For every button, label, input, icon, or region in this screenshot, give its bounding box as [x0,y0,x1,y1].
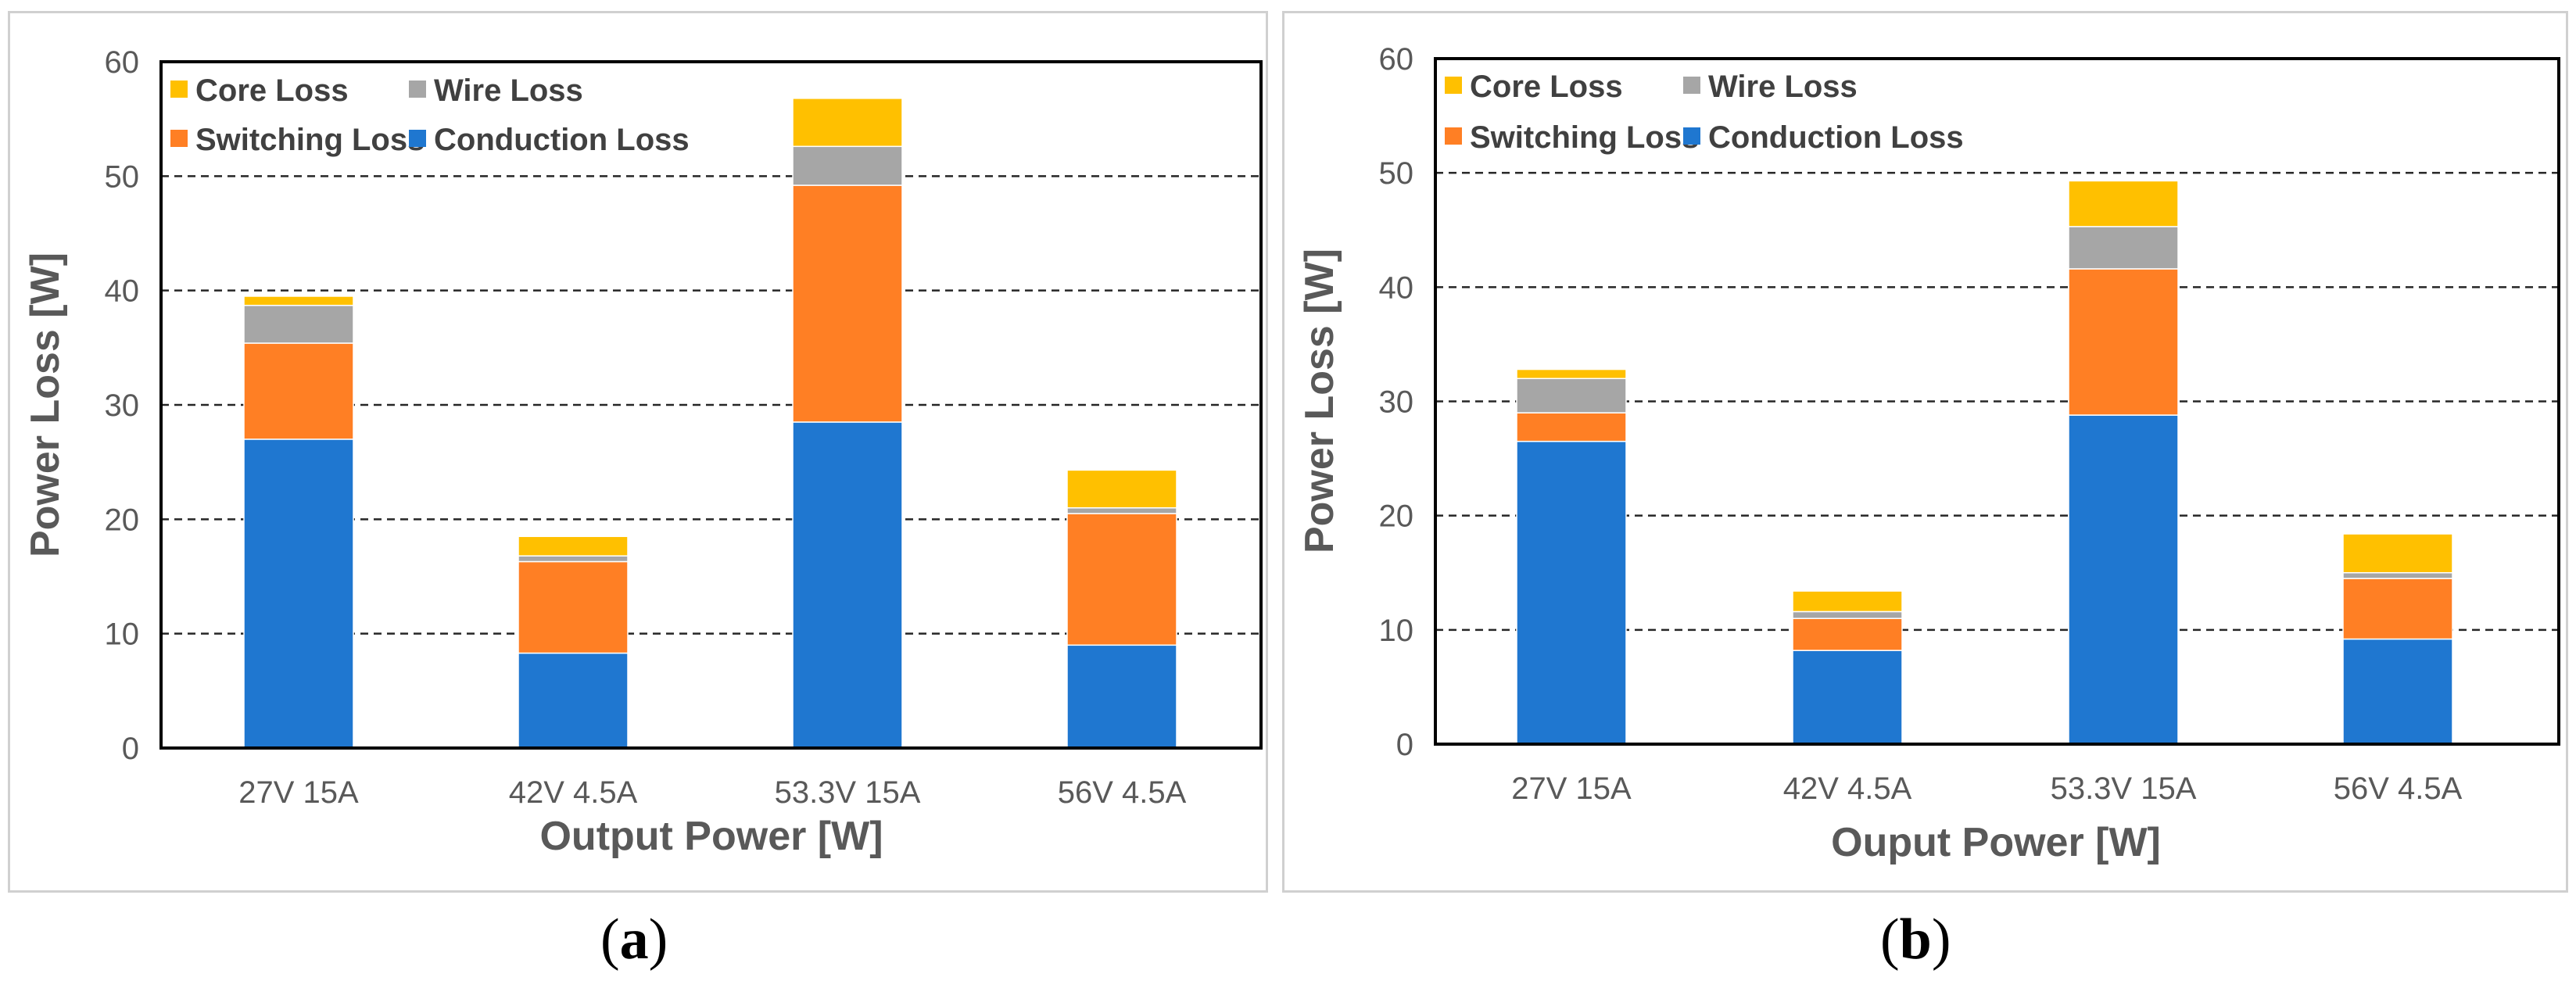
b-ytick-2: 20 [1379,499,1414,534]
a-bar-3-wire-loss [1066,507,1177,514]
b-bar-0-switching-loss [1516,412,1627,442]
a-bar-2-switching-loss [792,184,903,423]
a-legend-label-core-loss: Core Loss [195,73,349,108]
b-xtick-1: 42V 4.5A [1783,771,1912,806]
a-bar-0-wire-loss [243,304,354,344]
a-ytick-1: 10 [105,618,140,652]
a-ytick-5: 50 [105,159,140,194]
b-bar-3-core-loss [2342,533,2453,574]
a-ytick-2: 20 [105,503,140,537]
a-ytick-6: 60 [105,45,140,80]
a-legend-label-wire-loss: Wire Loss [434,73,583,108]
a-ytick-3: 30 [105,388,140,423]
caption-a-open: ( [600,907,620,972]
a-bar-0-conduction-loss [243,439,354,749]
a-legend-label-conduction-loss: Conduction Loss [434,123,690,157]
b-ytick-3: 30 [1379,385,1414,420]
a-legend-swatch-core-loss [170,81,188,98]
a-ytick-4: 40 [105,274,140,309]
a-bar-3-core-loss [1066,469,1177,509]
b-ytick-6: 60 [1379,42,1414,77]
a-bar-1-switching-loss [518,560,629,654]
a-legend-swatch-wire-loss [409,81,426,98]
b-xtick-0: 27V 15A [1511,771,1632,806]
b-bar-2-wire-loss [2068,226,2179,270]
b-bar-2-switching-loss [2068,268,2179,416]
a-xtick-2: 53.3V 15A [775,775,921,810]
b-ytick-5: 50 [1379,156,1414,191]
b-bar-3-wire-loss [2342,572,2453,579]
b-xtick-2: 53.3V 15A [2051,771,2197,806]
a-xtick-0: 27V 15A [238,775,359,810]
b-bar-1-wire-loss [1792,610,1903,619]
b-legend-label-core-loss: Core Loss [1470,70,1623,104]
a-legend-label-switching-loss: Switching Loss [195,123,425,157]
caption-a-label: a [619,907,649,972]
a-xtick-1: 42V 4.5A [509,775,638,810]
b-bar-0-core-loss [1516,368,1627,380]
b-bar-0-wire-loss [1516,378,1627,413]
a-yaxis-title: Power Loss [W] [23,252,68,557]
caption-b-label: b [1899,907,1932,972]
b-xaxis-title: Ouput Power [W] [1831,820,2161,865]
b-bar-3-switching-loss [2342,578,2453,640]
a-plot-frame [159,60,1263,750]
b-legend-label-wire-loss: Wire Loss [1708,70,1858,104]
b-ytick-0: 0 [1396,728,1413,762]
b-legend-swatch-conduction-loss [1683,127,1700,145]
a-legend-swatch-conduction-loss [409,130,426,147]
a-bar-3-conduction-loss [1066,644,1177,749]
chart-a-svg: 0 10 20 30 40 50 60 27V 15A 42V 4.5A 53.3V 15A 56V… [23,45,1263,859]
a-bar-3-switching-loss [1066,513,1177,646]
b-legend-label-switching-loss: Switching Loss [1470,120,1699,155]
b-bar-1-core-loss [1792,590,1903,613]
a-bar-2-wire-loss [792,145,903,186]
b-bar-1-conduction-loss [1792,650,1903,745]
b-legend-swatch-core-loss [1445,77,1462,94]
b-bar-3-conduction-loss [2342,638,2453,745]
a-xtick-3: 56V 4.5A [1058,775,1187,810]
a-bar-2-conduction-loss [792,421,903,749]
b-ytick-4: 40 [1379,270,1414,305]
b-legend-label-conduction-loss: Conduction Loss [1708,120,1964,155]
b-bar-0-conduction-loss [1516,440,1627,745]
a-bar-0-switching-loss [243,342,354,440]
b-bar-2-core-loss [2068,180,2179,227]
caption-a-close: ) [648,907,668,972]
a-bar-1-wire-loss [518,555,629,563]
b-ytick-1: 10 [1379,614,1414,648]
b-plot-frame [1434,57,2560,746]
caption-b-open: ( [1880,907,1900,972]
a-ytick-0: 0 [122,732,139,766]
chart-b-svg: 0 10 20 30 40 50 60 27V 15A 42V 4.5A 53.3V 15A 56V… [1297,42,2560,865]
b-legend-swatch-switching-loss [1445,127,1462,145]
a-bar-1-conduction-loss [518,652,629,749]
a-legend-swatch-switching-loss [170,130,188,147]
a-xaxis-title: Output Power [W] [539,814,883,859]
caption-a: (a) [600,907,668,973]
chart-panel-a: 0 10 20 30 40 50 60 27V 15A 42V 4.5A 53.3V 15A 56V… [8,11,1268,893]
b-bar-1-switching-loss [1792,618,1903,651]
b-xtick-3: 56V 4.5A [2334,771,2463,806]
a-bar-2-core-loss [792,98,903,148]
a-bar-0-core-loss [243,295,354,306]
b-bar-2-conduction-loss [2068,414,2179,745]
caption-b-close: ) [1931,907,1951,972]
b-yaxis-title: Power Loss [W] [1297,249,1342,553]
caption-b: (b) [1880,907,1951,973]
chart-panel-b: 0 10 20 30 40 50 60 27V 15A 42V 4.5A 53.3V 15A 56V… [1282,11,2568,893]
a-bar-1-core-loss [518,535,629,557]
b-legend-swatch-wire-loss [1683,77,1700,94]
